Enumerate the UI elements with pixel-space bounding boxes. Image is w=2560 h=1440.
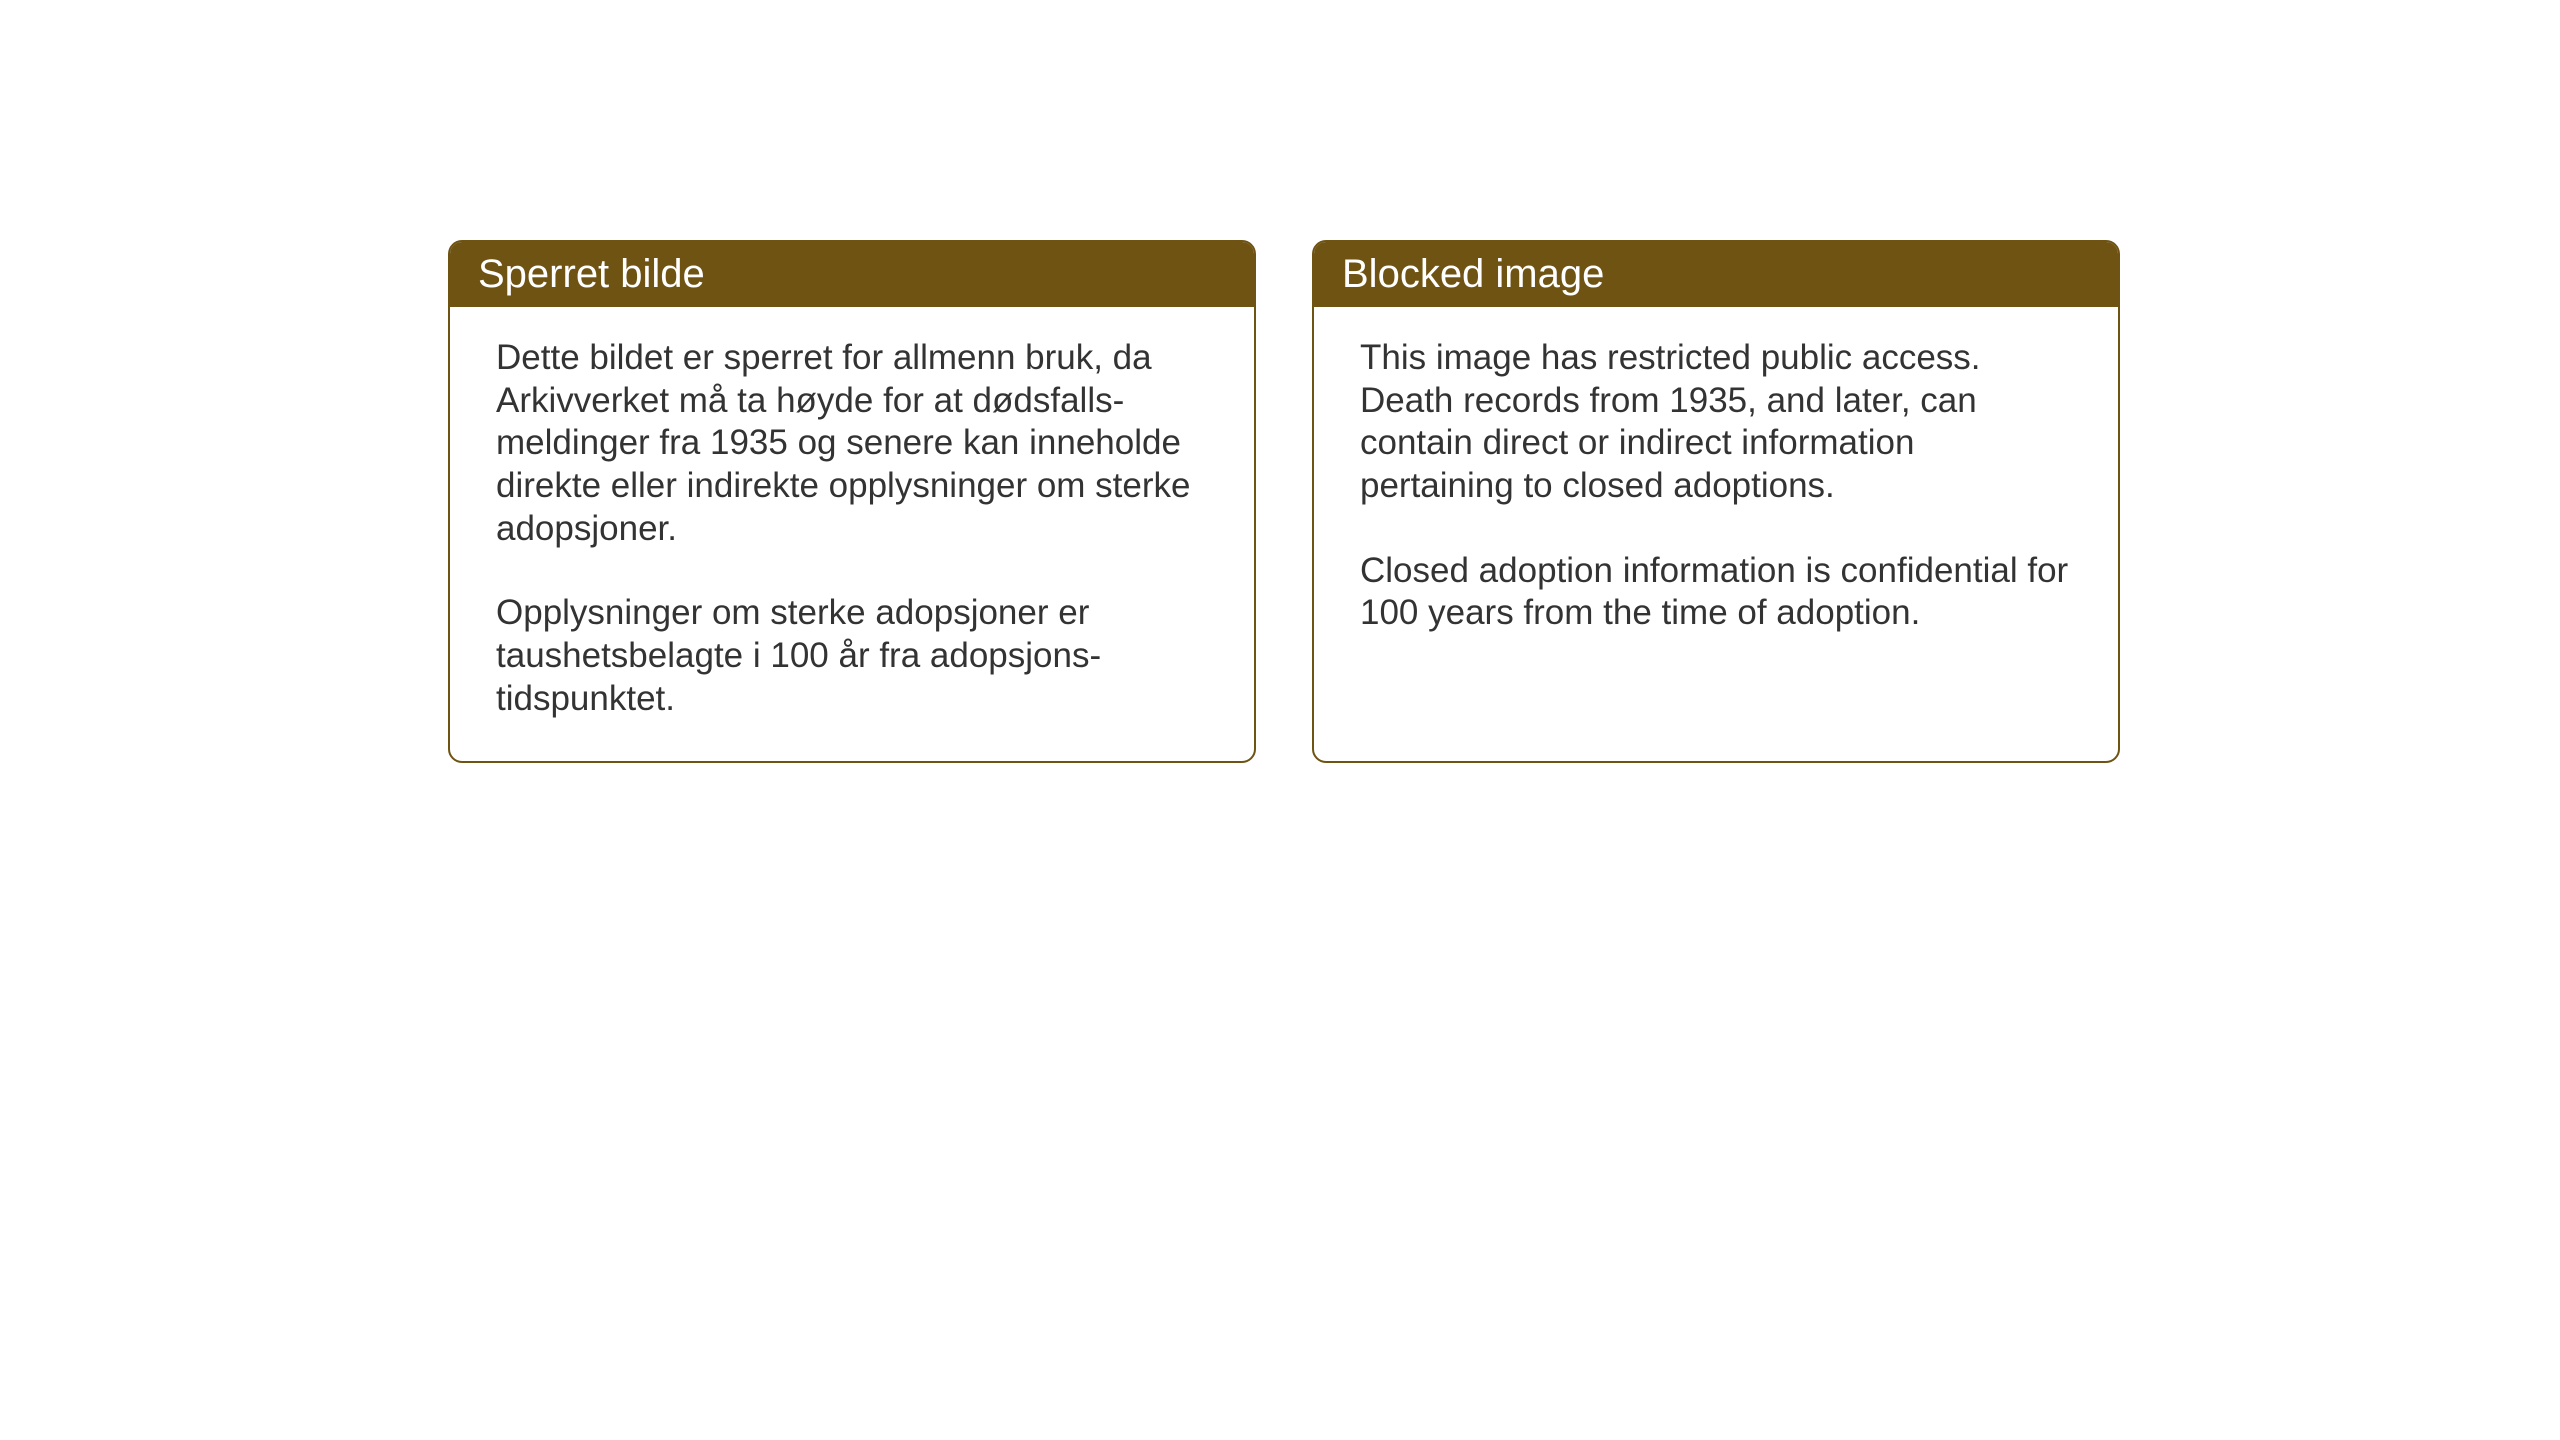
norwegian-card-body: Dette bildet er sperret for allmenn bruk… [450, 307, 1254, 761]
norwegian-paragraph-1: Dette bildet er sperret for allmenn bruk… [496, 337, 1208, 550]
english-notice-card: Blocked image This image has restricted … [1312, 240, 2120, 763]
norwegian-paragraph-2: Opplysninger om sterke adopsjoner er tau… [496, 592, 1208, 720]
norwegian-card-title: Sperret bilde [450, 242, 1254, 307]
english-card-body: This image has restricted public access.… [1314, 307, 2118, 747]
english-paragraph-2: Closed adoption information is confident… [1360, 550, 2072, 635]
english-card-title: Blocked image [1314, 242, 2118, 307]
english-paragraph-1: This image has restricted public access.… [1360, 337, 2072, 508]
norwegian-notice-card: Sperret bilde Dette bildet er sperret fo… [448, 240, 1256, 763]
notice-cards-container: Sperret bilde Dette bildet er sperret fo… [448, 240, 2120, 763]
